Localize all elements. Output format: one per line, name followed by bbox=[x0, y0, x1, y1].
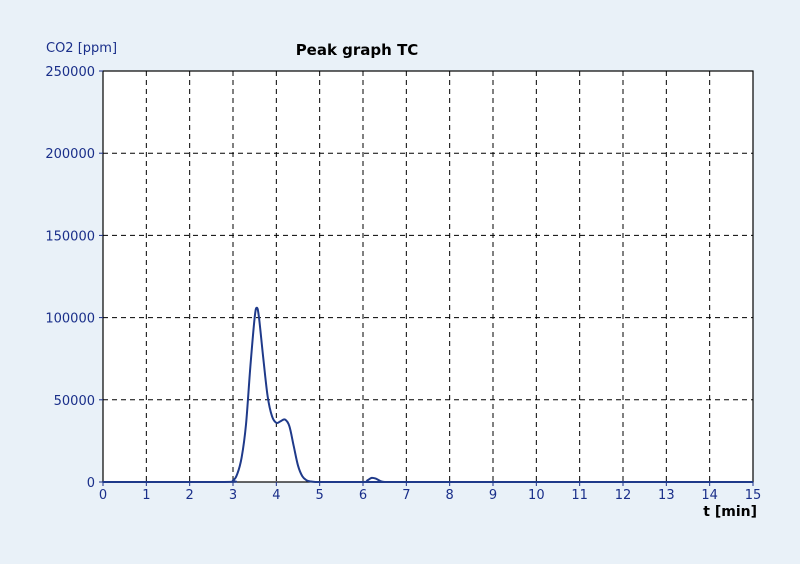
series bbox=[103, 306, 753, 484]
y-tick-label: 100000 bbox=[45, 312, 95, 327]
x-tick-label: 6 bbox=[359, 488, 367, 503]
x-tick-label: 13 bbox=[658, 488, 675, 503]
chart-title: Peak graph TC bbox=[296, 41, 419, 59]
x-axis-label: t [min] bbox=[703, 504, 757, 520]
x-tick-label: 11 bbox=[571, 488, 588, 503]
series-line bbox=[103, 306, 753, 484]
x-tick-label: 10 bbox=[528, 488, 545, 503]
x-tick-label: 0 bbox=[99, 488, 107, 503]
y-tick-label: 200000 bbox=[45, 147, 95, 162]
x-tick-label: 12 bbox=[615, 488, 632, 503]
axes: 0 1 2 3 4 5 6 7 8 9 10 11 12 13 14 15050000100000150000… bbox=[45, 65, 761, 503]
x-tick-label: 8 bbox=[446, 488, 454, 503]
plot-area bbox=[103, 71, 753, 482]
x-tick-label: 1 bbox=[142, 488, 150, 503]
y-axis-label: CO2 [ppm] bbox=[46, 41, 117, 56]
y-tick-label: 50000 bbox=[54, 394, 95, 409]
x-tick-label: 4 bbox=[272, 488, 280, 503]
x-tick-label: 5 bbox=[316, 488, 324, 503]
y-tick-label: 0 bbox=[87, 476, 95, 491]
grid bbox=[103, 71, 753, 482]
x-tick-label: 9 bbox=[489, 488, 497, 503]
y-tick-label: 250000 bbox=[45, 65, 95, 80]
y-tick-label: 150000 bbox=[45, 229, 95, 244]
x-tick-label: 14 bbox=[701, 488, 718, 503]
x-tick-label: 15 bbox=[745, 488, 762, 503]
x-tick-label: 2 bbox=[186, 488, 194, 503]
x-tick-label: 3 bbox=[229, 488, 237, 503]
x-tick-label: 7 bbox=[402, 488, 410, 503]
